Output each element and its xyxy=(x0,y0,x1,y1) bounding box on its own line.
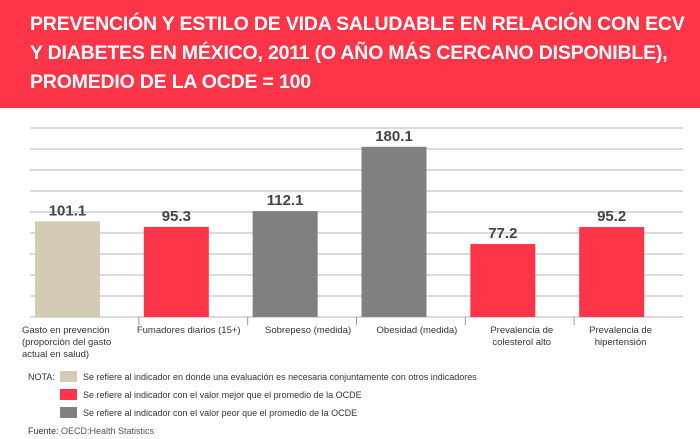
legend-text: Se refiere al indicador en donde una eva… xyxy=(83,371,477,382)
data-label: 101.1 xyxy=(49,202,87,219)
category-label: Sobrepeso (medida) xyxy=(265,325,352,336)
chart-title: PREVENCIÓN Y ESTILO DE VIDA SALUDABLE EN… xyxy=(30,13,685,93)
legend-swatch xyxy=(60,371,77,382)
bar-chart: 101.1 95.3 112.1 180.1 77.2 95.2 xyxy=(30,127,683,325)
category-label: Gasto en prevención (proporción del gast… xyxy=(22,325,112,360)
bar xyxy=(579,227,645,317)
data-label: 95.3 xyxy=(162,208,191,225)
legend-item: Se refiere al indicador con el valor mej… xyxy=(60,389,362,400)
legend-item: Se refiere al indicador con el valor peo… xyxy=(60,407,357,418)
data-label: 77.2 xyxy=(488,225,517,242)
legend-item: Se refiere al indicador en donde una eva… xyxy=(60,371,477,382)
bar xyxy=(35,221,100,317)
legend-text: Se refiere al indicador con el valor mej… xyxy=(83,389,362,400)
source-label: Fuente: xyxy=(28,426,59,436)
data-label: 95.2 xyxy=(597,208,626,225)
bar xyxy=(252,211,318,317)
legend-nota: NOTA: xyxy=(28,372,55,382)
legend-swatch xyxy=(60,389,77,400)
legend-swatch xyxy=(60,407,77,418)
category-label: Fumadores diarios (15+) xyxy=(136,325,241,336)
bar xyxy=(361,146,427,317)
data-label: 112.1 xyxy=(267,192,304,209)
source-text: OECD:Health Statistics xyxy=(58,426,155,436)
category-label: Prevalencia de colesterol alto xyxy=(490,325,554,348)
source: Fuente: OECD:Health Statistics xyxy=(28,426,154,436)
bar xyxy=(470,244,536,317)
legend-text: Se refiere al indicador con el valor peo… xyxy=(83,407,358,418)
header-banner: PREVENCIÓN Y ESTILO DE VIDA SALUDABLE EN… xyxy=(0,0,700,108)
category-label: Obesidad (medida) xyxy=(376,325,458,336)
data-label: 180.1 xyxy=(375,128,413,145)
category-label: Prevalencia de hipertensión xyxy=(589,325,652,348)
bar xyxy=(143,226,209,317)
